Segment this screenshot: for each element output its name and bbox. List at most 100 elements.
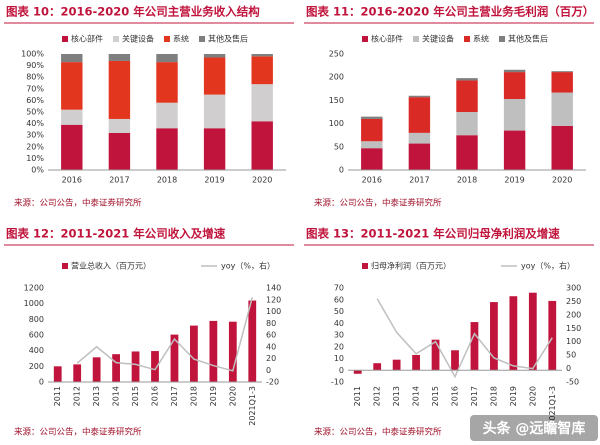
x-tick-label: 2020 [528, 386, 537, 406]
y-tick-label: 90% [26, 61, 44, 70]
y-tick-label: 1000 [24, 299, 44, 308]
chart-title: 图表 13：2011-2021 年公司归母净利润及增速 [306, 227, 560, 241]
legend-swatch [62, 263, 68, 269]
yoy-line [376, 298, 553, 379]
bar [156, 54, 178, 63]
x-tick-label: 2017 [170, 386, 179, 406]
bar [490, 302, 498, 371]
bar [408, 97, 431, 133]
y-tick-label: 0 [339, 166, 344, 175]
y-tick-label: 10 [334, 354, 344, 363]
bar [528, 292, 537, 371]
y2-tick-label: 120 [266, 295, 281, 304]
source-note: 来源：公司公告，中泰证券研究所 [314, 198, 442, 209]
legend-swatch [62, 36, 68, 42]
bar [251, 121, 273, 170]
y-tick-label: 20% [26, 142, 44, 151]
bar [412, 354, 420, 371]
bar [131, 351, 140, 382]
legend-swatch [362, 36, 368, 42]
y-tick-label: 50% [26, 108, 44, 117]
y-tick-label: 30 [334, 331, 344, 340]
bar [431, 339, 440, 371]
bar [156, 102, 178, 129]
y2-tick-label: 0 [566, 364, 571, 373]
legend-label: yoy（%，右） [521, 261, 575, 271]
legend-label: 系统 [473, 34, 489, 44]
bar [509, 296, 518, 371]
x-tick-label: 2021Q1-3 [548, 386, 557, 426]
y-tick-label: 800 [29, 315, 44, 324]
bar [451, 350, 459, 371]
bar [151, 351, 159, 382]
y2-tick-label: -50 [566, 378, 579, 387]
legend-label: 其他及售后 [208, 34, 248, 44]
chart-panel: 图表 11：2016-2020 年公司主营业务毛利润（百万） 核心部件 关键设备 系统… [304, 5, 594, 209]
legend-swatch [413, 36, 419, 42]
bar [73, 364, 82, 382]
y-tick-label: 200 [329, 73, 344, 82]
x-tick-label: 2020 [252, 176, 272, 185]
x-tick-label: 2020 [228, 386, 237, 406]
bar [551, 71, 573, 73]
x-tick-label: 2013 [392, 386, 401, 406]
bar [551, 125, 573, 170]
bar [251, 84, 273, 122]
bar [170, 334, 179, 382]
y2-tick-label: 60 [266, 331, 276, 340]
y-tick-label: 10% [26, 154, 44, 163]
bar [361, 116, 383, 119]
bar [408, 132, 431, 144]
y-tick-label: 0% [31, 166, 44, 175]
y-tick-label: 40 [334, 319, 344, 328]
x-tick-label: 2016 [451, 386, 460, 406]
bar [203, 128, 226, 170]
x-tick-label: 2011 [53, 386, 62, 406]
bar [503, 72, 526, 100]
y2-tick-label: 100 [566, 337, 581, 346]
y-tick-label: 0 [39, 378, 44, 387]
chart-title: 图表 12：2011-2021 年公司收入及增速 [6, 227, 226, 241]
legend-label: 系统 [173, 34, 189, 44]
bar [470, 322, 479, 371]
y-tick-label: -10 [331, 378, 344, 387]
x-tick-label: 2018 [489, 386, 498, 406]
bar [548, 300, 557, 371]
x-tick-label: 2012 [73, 386, 82, 406]
x-tick-label: 2012 [373, 386, 382, 406]
y-tick-label: 400 [29, 346, 44, 355]
bar [203, 57, 226, 95]
x-tick-label: 2013 [92, 386, 101, 406]
watermark: 头条 @远瞻智库 [483, 420, 586, 437]
legend-label: 归母净利润（百万元） [371, 261, 451, 271]
x-tick-label: 2016 [62, 176, 82, 185]
bar [203, 54, 226, 58]
bar [361, 118, 383, 142]
y2-tick-label: 250 [566, 297, 581, 306]
y-tick-label: 200 [29, 362, 44, 371]
x-tick-label: 2017 [109, 176, 129, 185]
bar [112, 354, 120, 382]
x-tick-label: 2018 [157, 176, 177, 185]
legend-swatch [464, 36, 470, 42]
bar [361, 141, 383, 149]
y2-tick-label: 0 [266, 366, 271, 375]
x-tick-label: 2016 [362, 176, 382, 185]
y2-tick-label: 40 [266, 342, 276, 351]
bar [456, 135, 478, 170]
x-tick-label: 2019 [204, 176, 224, 185]
bar [551, 92, 573, 126]
y2-tick-label: 200 [566, 310, 581, 319]
bar [408, 143, 431, 170]
bar [392, 359, 401, 371]
bar [456, 78, 478, 81]
x-tick-label: 2016 [151, 386, 160, 406]
legend-swatch [113, 36, 119, 42]
bar [61, 62, 83, 110]
x-tick-label: 2017 [470, 386, 479, 406]
bar [456, 112, 478, 136]
legend-label: yoy（%，右） [221, 261, 275, 271]
legend-label: 关键设备 [422, 34, 454, 44]
bar [61, 124, 83, 170]
